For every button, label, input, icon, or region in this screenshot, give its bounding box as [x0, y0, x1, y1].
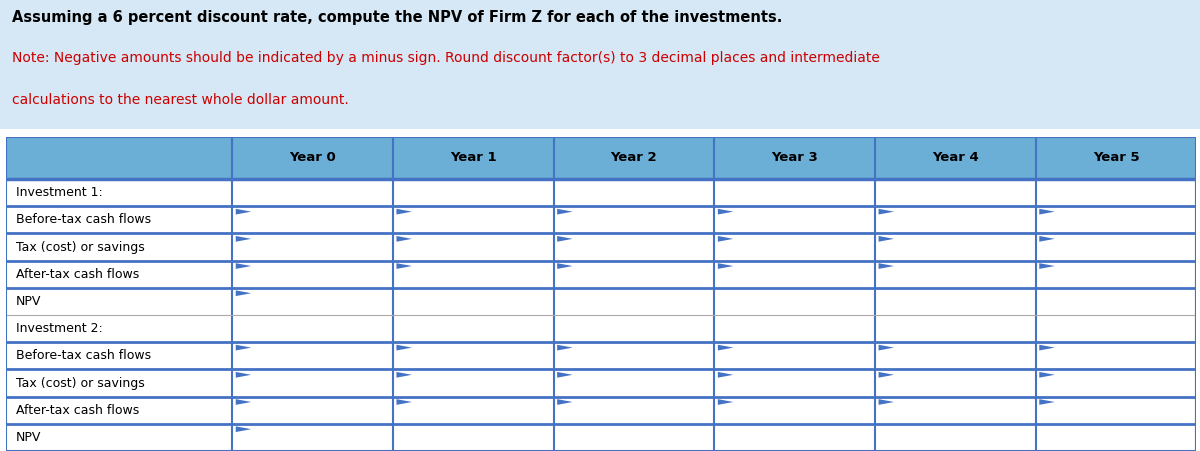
Text: NPV: NPV	[16, 431, 41, 444]
Polygon shape	[396, 236, 412, 242]
Polygon shape	[1039, 399, 1055, 405]
Text: Year 0: Year 0	[289, 152, 336, 164]
Polygon shape	[396, 345, 412, 350]
Text: Before-tax cash flows: Before-tax cash flows	[16, 350, 151, 362]
Polygon shape	[396, 263, 412, 269]
Text: Note: Negative amounts should be indicated by a minus sign. Round discount facto: Note: Negative amounts should be indicat…	[12, 51, 880, 65]
Bar	[6, 137, 1196, 179]
Polygon shape	[235, 290, 251, 296]
Polygon shape	[396, 372, 412, 377]
Polygon shape	[235, 236, 251, 242]
Polygon shape	[878, 209, 894, 215]
Text: Investment 2:: Investment 2:	[16, 322, 102, 335]
Text: Year 1: Year 1	[450, 152, 497, 164]
Polygon shape	[235, 399, 251, 405]
Polygon shape	[235, 426, 251, 432]
Text: Year 4: Year 4	[932, 152, 979, 164]
Text: After-tax cash flows: After-tax cash flows	[16, 268, 139, 281]
Text: NPV: NPV	[16, 295, 41, 308]
Polygon shape	[718, 399, 733, 405]
Polygon shape	[235, 209, 251, 215]
Text: Tax (cost) or savings: Tax (cost) or savings	[16, 240, 144, 253]
Polygon shape	[1039, 209, 1055, 215]
Bar	[6, 179, 1196, 451]
Text: Year 3: Year 3	[772, 152, 818, 164]
Text: Assuming a 6 percent discount rate, compute the NPV of Firm Z for each of the in: Assuming a 6 percent discount rate, comp…	[12, 10, 782, 25]
Polygon shape	[557, 263, 572, 269]
Text: After-tax cash flows: After-tax cash flows	[16, 404, 139, 417]
Polygon shape	[718, 209, 733, 215]
Text: Tax (cost) or savings: Tax (cost) or savings	[16, 377, 144, 390]
Polygon shape	[396, 399, 412, 405]
Text: Before-tax cash flows: Before-tax cash flows	[16, 213, 151, 226]
Text: Year 2: Year 2	[611, 152, 658, 164]
Text: Year 5: Year 5	[1093, 152, 1139, 164]
Polygon shape	[557, 372, 572, 377]
Polygon shape	[557, 236, 572, 242]
Polygon shape	[878, 263, 894, 269]
Polygon shape	[557, 209, 572, 215]
Polygon shape	[718, 263, 733, 269]
Text: calculations to the nearest whole dollar amount.: calculations to the nearest whole dollar…	[12, 92, 349, 106]
Polygon shape	[235, 345, 251, 350]
Polygon shape	[1039, 372, 1055, 377]
Polygon shape	[878, 236, 894, 242]
Polygon shape	[235, 372, 251, 377]
Polygon shape	[557, 399, 572, 405]
Text: Investment 1:: Investment 1:	[16, 186, 102, 199]
Polygon shape	[878, 345, 894, 350]
Polygon shape	[878, 372, 894, 377]
Polygon shape	[878, 399, 894, 405]
Polygon shape	[718, 236, 733, 242]
Polygon shape	[718, 345, 733, 350]
Polygon shape	[1039, 263, 1055, 269]
Polygon shape	[396, 209, 412, 215]
Polygon shape	[1039, 345, 1055, 350]
Polygon shape	[1039, 236, 1055, 242]
Polygon shape	[718, 372, 733, 377]
Polygon shape	[235, 263, 251, 269]
Polygon shape	[557, 345, 572, 350]
